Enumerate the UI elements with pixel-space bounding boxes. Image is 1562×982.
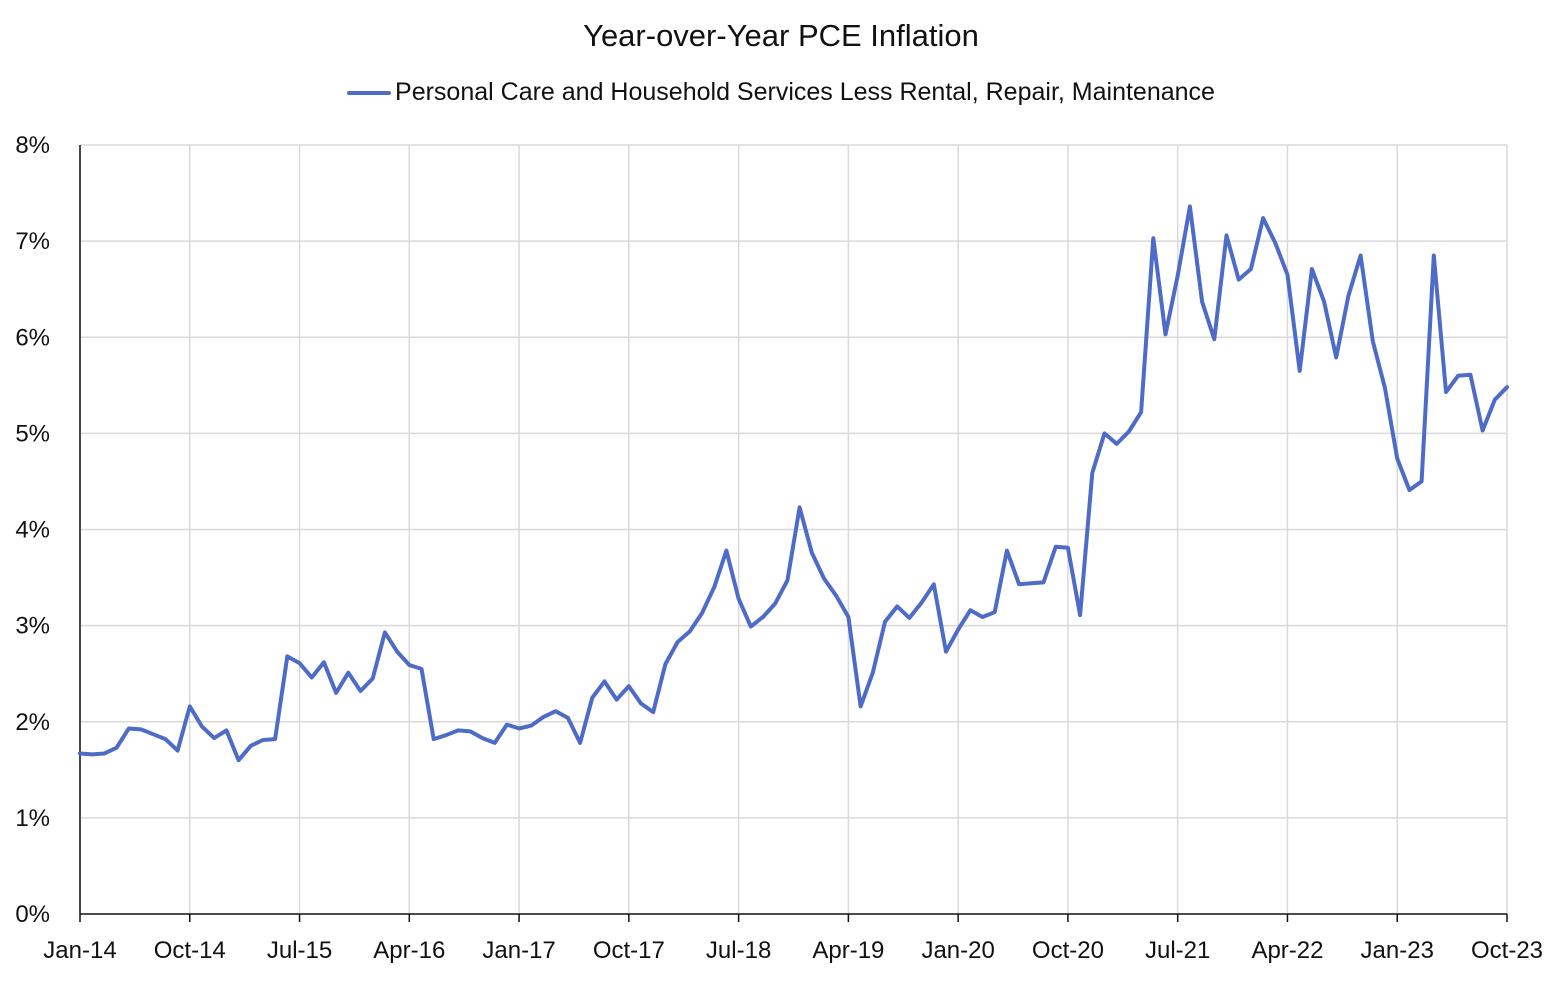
x-tick-label: Jan-20 — [921, 937, 994, 964]
chart-title: Year-over-Year PCE Inflation — [583, 18, 979, 53]
legend: Personal Care and Household Services Les… — [0, 78, 1562, 107]
x-tick-label: Jul-18 — [706, 937, 771, 964]
x-tick-label: Jul-15 — [267, 937, 332, 964]
y-tick-label: 8% — [15, 132, 50, 159]
x-tick-label: Apr-22 — [1251, 937, 1323, 964]
y-tick-label: 0% — [15, 901, 50, 928]
x-tick-label: Oct-14 — [154, 937, 226, 964]
x-tick-label: Jan-14 — [43, 937, 116, 964]
y-tick-label: 1% — [15, 805, 50, 832]
y-tick-label: 2% — [15, 709, 50, 736]
x-tick-label: Jan-23 — [1361, 937, 1434, 964]
x-tick-label: Oct-20 — [1032, 937, 1104, 964]
x-tick-label: Apr-19 — [812, 937, 884, 964]
x-tick-label: Oct-23 — [1471, 937, 1543, 964]
y-tick-label: 7% — [15, 228, 50, 255]
legend-label: Personal Care and Household Services Les… — [395, 78, 1215, 106]
y-tick-label: 5% — [15, 420, 50, 447]
x-tick-label: Jan-17 — [482, 937, 555, 964]
series-line — [78, 204, 1509, 763]
x-tick-label: Oct-17 — [593, 937, 665, 964]
y-tick-label: 3% — [15, 613, 50, 640]
legend-swatch — [347, 90, 392, 95]
x-tick-label: Jul-21 — [1145, 937, 1210, 964]
y-tick-label: 4% — [15, 517, 50, 544]
y-tick-label: 6% — [15, 324, 50, 351]
x-tick-label: Apr-16 — [373, 937, 445, 964]
